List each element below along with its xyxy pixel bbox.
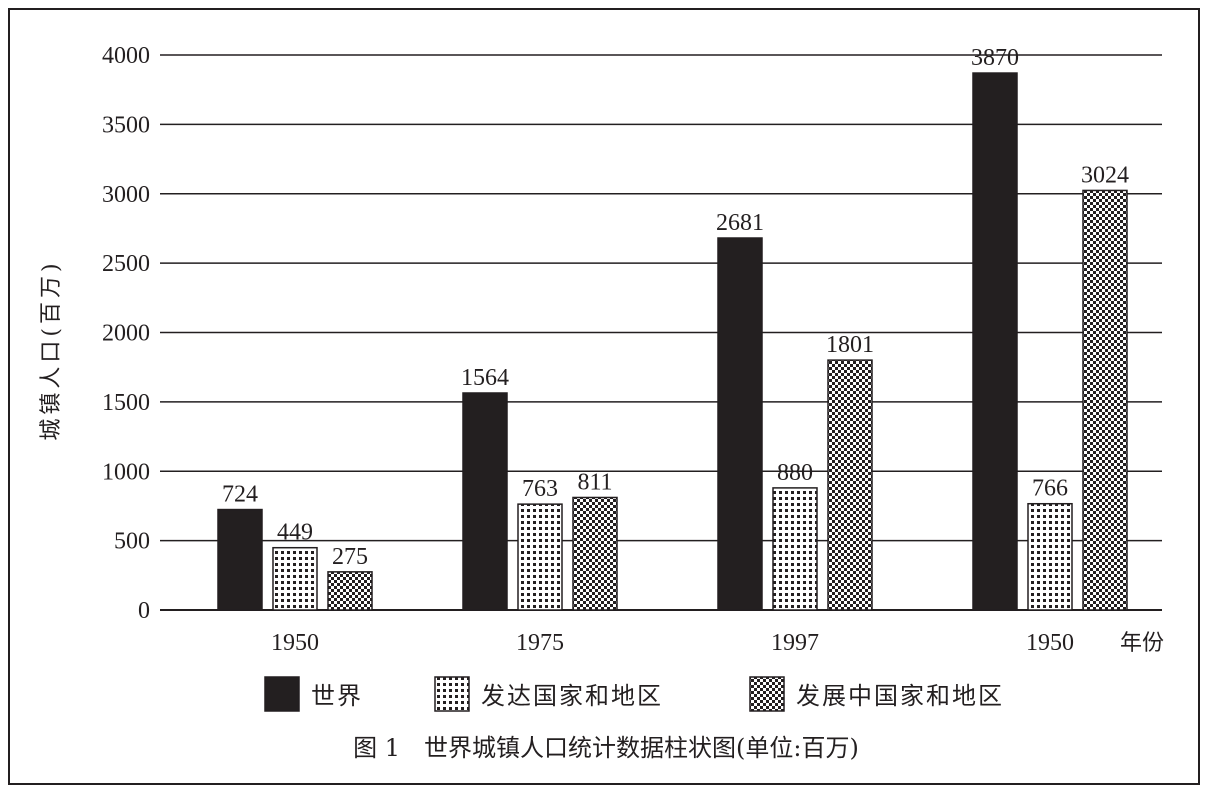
y-tick-label: 1000 [102,459,150,485]
bar-solid-0 [217,508,263,611]
data-label: 3870 [971,45,1019,71]
data-label: 275 [332,544,368,570]
legend-swatch-checker [749,676,785,712]
y-axis-title: 城镇人口(百万) [39,259,64,440]
bar-checker-2 [827,359,873,611]
legend-label: 发达国家和地区 [481,682,663,710]
bar-grid-1 [517,503,563,611]
y-tick-label: 1500 [102,390,150,416]
bar-grid-3 [1027,502,1073,611]
data-labels: 724 449 275 1564 763 811 2681 880 1801 3870 766 302… [222,45,1129,570]
x-category-label: 1950 [271,630,319,656]
y-tick-label: 2000 [102,321,150,347]
bar-checker-3 [1082,189,1128,611]
data-label: 763 [522,476,558,502]
data-label: 2681 [716,210,764,236]
bar-solid-2 [717,237,763,611]
data-label: 880 [777,460,813,486]
legend-swatch-grid [434,676,470,712]
bars [217,72,1128,611]
bar-solid-1 [462,392,508,611]
bar-chart: 0 500 1000 1500 2000 2500 3000 3500 4000 724 449 2… [39,43,1164,762]
y-tick-labels: 0 500 1000 1500 2000 2500 3000 3500 4000 [102,43,150,624]
x-category-label: 1975 [516,630,564,656]
data-label: 766 [1032,476,1068,502]
legend-label: 发展中国家和地区 [796,682,1004,710]
bar-grid-0 [272,546,318,611]
bar-solid-3 [972,72,1018,611]
y-tick-label: 3500 [102,112,150,138]
chart-frame: 0 500 1000 1500 2000 2500 3000 3500 4000 724 449 2… [8,8,1200,785]
category-labels: 1950 1975 1997 1950 [271,630,1074,656]
bar-grid-2 [772,487,818,611]
data-label: 3024 [1081,162,1129,188]
y-tick-label: 0 [138,598,150,624]
chart-caption: 图 1 世界城镇人口统计数据柱状图(单位:百万) [353,734,859,762]
bar-checker-1 [572,496,618,611]
y-tick-label: 2500 [102,251,150,277]
data-label: 811 [577,469,612,495]
x-category-label: 1950 [1026,630,1074,656]
data-label: 724 [222,482,258,508]
x-category-label: 1997 [771,630,819,656]
y-tick-label: 3000 [102,182,150,208]
legend: 世界 发达国家和地区 发展中国家和地区 [264,676,1004,712]
x-axis-title: 年份 [1120,631,1164,656]
data-label: 1564 [461,365,509,391]
y-tick-label: 4000 [102,43,150,69]
legend-swatch-solid [264,676,300,712]
y-tick-label: 500 [114,529,150,555]
data-label: 1801 [826,332,874,358]
bar-checker-0 [327,571,373,611]
data-label: 449 [277,520,313,546]
legend-label: 世界 [311,682,363,710]
